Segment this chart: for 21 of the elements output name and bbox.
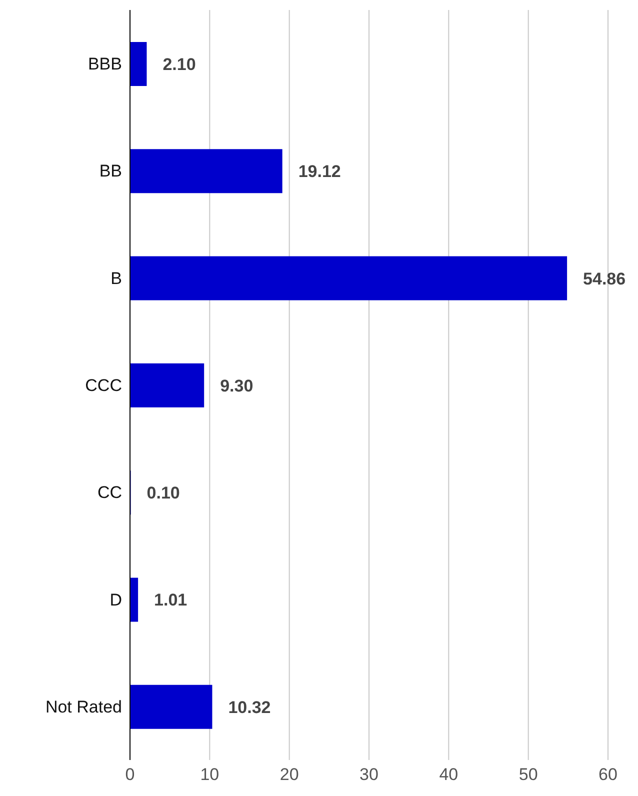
x-tick-label: 10: [200, 765, 220, 784]
data-label: 9.30: [220, 376, 254, 396]
x-tick-label: 20: [280, 765, 299, 784]
y-tick-label: B: [110, 268, 122, 288]
y-tick-label: Not Rated: [45, 697, 122, 716]
y-tick-label: CCC: [85, 376, 122, 396]
data-label: 2.10: [162, 55, 196, 74]
x-tick-label: 50: [518, 765, 538, 784]
data-label: 54.86: [583, 269, 626, 288]
y-tick-label: CC: [97, 483, 122, 502]
y-tick-label: D: [110, 590, 122, 610]
y-tick-label: BB: [99, 162, 122, 181]
data-label: 0.10: [146, 484, 180, 503]
x-tick-label: 40: [439, 765, 458, 784]
data-label: 1.01: [154, 590, 188, 610]
data-label: 10.32: [228, 698, 271, 717]
x-tick-label: 0: [125, 765, 135, 784]
x-tick-label: 30: [360, 765, 378, 784]
data-label: 19.12: [298, 162, 341, 182]
y-tick-label: BBB: [88, 54, 122, 74]
x-tick-label: 60: [598, 765, 618, 784]
